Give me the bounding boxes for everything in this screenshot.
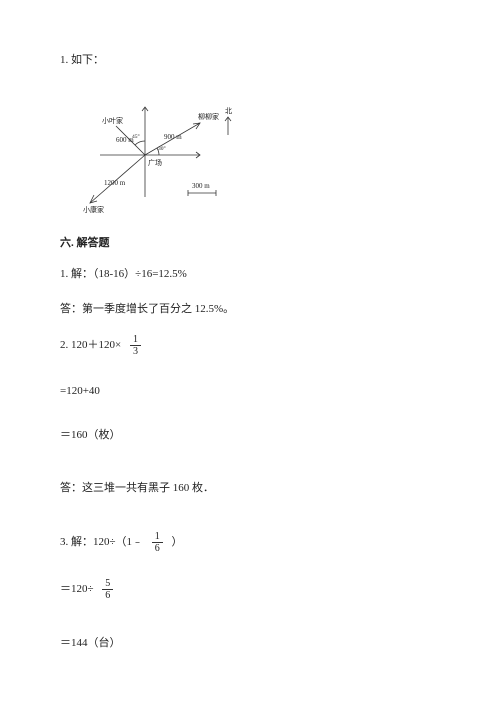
frac-num: 1 — [152, 531, 163, 543]
label-north: 北 — [225, 107, 232, 115]
compass-diagram: 小叶家 600 m 45° 30° 900 m 柳柳家 北 广场 1200 m … — [80, 95, 445, 215]
q2-line1-prefix: 2. 120＋120× — [60, 339, 121, 351]
q2-line1: 2. 120＋120× 1 3 — [60, 334, 445, 357]
frac-den: 6 — [152, 543, 163, 554]
q3-line1-prefix: 3. 解：120÷（1﹣ — [60, 536, 143, 548]
label-xiaokang: 小康家 — [83, 205, 104, 214]
label-plaza: 广场 — [148, 158, 162, 167]
q2-answer: 答：这三堆一共有黑子 160 枚． — [60, 478, 445, 499]
frac-num: 1 — [130, 334, 141, 346]
q3-line1-suffix: ） — [172, 536, 183, 548]
label-liuliu: 柳柳家 — [198, 112, 219, 121]
q3-line2-prefix: ＝120÷ — [60, 583, 94, 595]
fraction-5-6: 5 6 — [102, 578, 113, 601]
q3-line1: 3. 解：120÷（1﹣ 1 6 ） — [60, 531, 445, 554]
frac-den: 6 — [102, 590, 113, 601]
q3-line2: ＝120÷ 5 6 — [60, 578, 445, 601]
frac-num: 5 — [102, 578, 113, 590]
q1-answer: 答：第一季度增长了百分之 12.5%。 — [60, 299, 445, 320]
q2-line2: =120+40 — [60, 381, 445, 402]
q1-line1: 1. 解：（18-16）÷16=12.5% — [60, 264, 445, 285]
label-900m: 900 m — [164, 133, 182, 141]
q2-line3: ＝160（枚） — [60, 425, 445, 446]
item-1-label: 1. 如下： — [60, 50, 445, 71]
label-xiaoye: 小叶家 — [102, 116, 123, 125]
label-1200m: 1200 m — [104, 179, 126, 187]
fraction-1-3: 1 3 — [130, 334, 141, 357]
label-scale: 300 m — [192, 182, 210, 190]
label-30: 30° — [158, 145, 166, 152]
q3-line3: ＝144（台） — [60, 633, 445, 654]
label-45: 45° — [132, 133, 140, 140]
fraction-1-6: 1 6 — [152, 531, 163, 554]
section-title: 六. 解答题 — [60, 233, 445, 254]
frac-den: 3 — [130, 346, 141, 357]
